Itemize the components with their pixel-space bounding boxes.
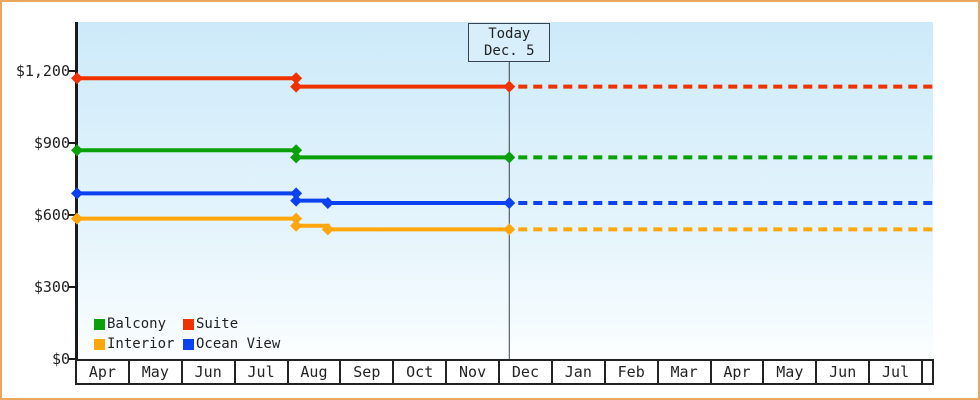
today-label: Today: [488, 25, 531, 42]
legend-label: Ocean View: [196, 336, 281, 352]
x-axis-month-cell: Nov: [447, 361, 500, 383]
balcony-color-swatch-icon: [94, 318, 105, 330]
legend-item-ocean-view: Ocean View: [183, 334, 280, 354]
x-axis-month-cell: Jan: [553, 361, 606, 383]
y-axis-tick-label: $900: [33, 134, 70, 152]
x-axis-month-cell: Jul: [236, 361, 289, 383]
legend: Balcony Suite Interior Ocean View: [94, 314, 280, 354]
suite-color-swatch-icon: [183, 318, 194, 330]
legend-label: Interior: [107, 336, 175, 352]
legend-item-suite: Suite: [183, 314, 280, 334]
y-axis-tick-label: $600: [33, 206, 70, 224]
x-axis-month-cell: Mar: [659, 361, 712, 383]
x-axis-month-cell: Feb: [606, 361, 659, 383]
x-axis-month-cell: Dec: [500, 361, 553, 383]
y-axis-tick-label: $300: [33, 278, 70, 296]
x-axis-month-cell: Aug: [289, 361, 342, 383]
y-axis-tick-label: $1,200: [15, 62, 70, 80]
y-axis-tick-label: $0: [51, 350, 70, 368]
legend-label: Suite: [196, 316, 239, 332]
x-axis-month-cell: Sep: [341, 361, 395, 383]
x-axis-month-cell: May: [130, 361, 183, 383]
ocean-view-color-swatch-icon: [183, 338, 194, 350]
today-annotation: Today Dec. 5: [468, 23, 551, 62]
legend-label: Balcony: [107, 316, 167, 332]
x-axis-month-table: Apr May Jun Jul Aug Sep Oct Nov Dec Jan …: [75, 359, 934, 385]
x-axis-month-cell: May: [764, 361, 818, 383]
x-axis-month-cell-partial: [923, 361, 932, 383]
legend-item-balcony: Balcony: [94, 314, 183, 334]
y-axis-ticks: [68, 70, 78, 360]
y-axis-labels: $0 $300 $600 $900 $1,200: [2, 2, 72, 398]
today-date: Dec. 5: [483, 42, 535, 59]
legend-item-interior: Interior: [94, 334, 183, 354]
x-axis-month-cell: Oct: [394, 361, 448, 383]
price-lines: [71, 72, 933, 236]
x-axis-month-cell: Jun: [817, 361, 871, 383]
x-axis-month-cell: Apr: [77, 361, 130, 383]
interior-color-swatch-icon: [94, 338, 105, 350]
x-axis-month-cell: Jul: [870, 361, 923, 383]
x-axis-month-cell: Jun: [183, 361, 236, 383]
plot-background: [78, 22, 933, 360]
x-axis-month-cell: Apr: [712, 361, 765, 383]
